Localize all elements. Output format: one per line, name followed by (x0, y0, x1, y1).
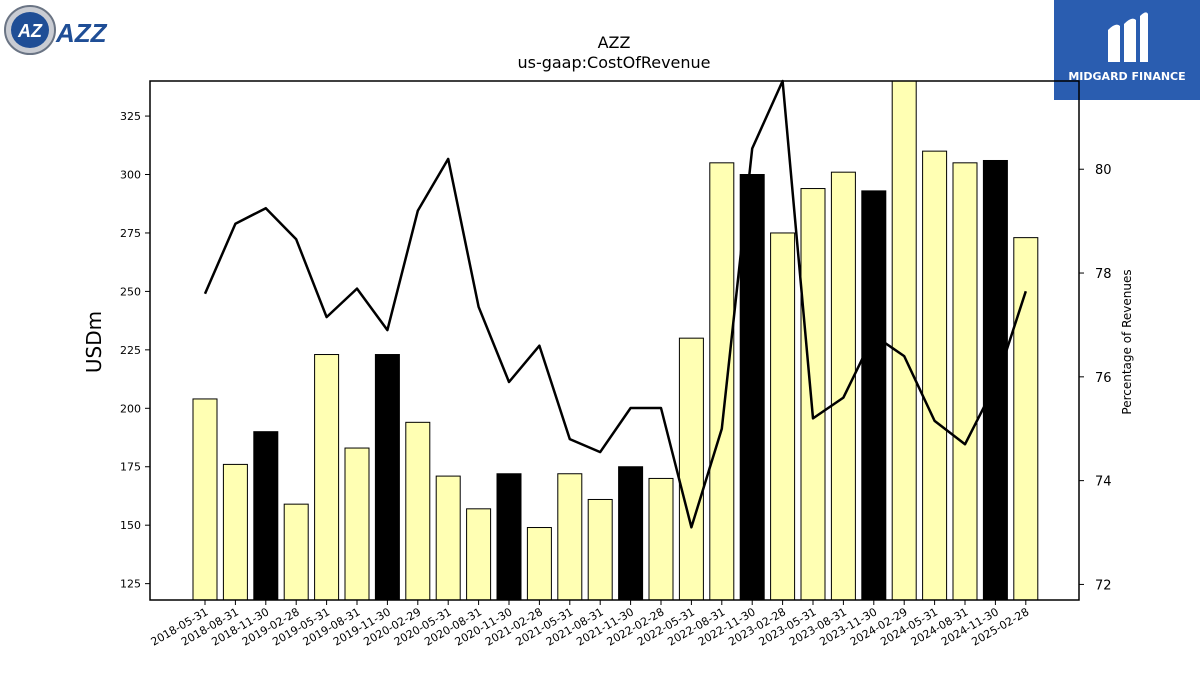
bar-2021-11-30 (618, 466, 644, 601)
bar-2024-08-31 (952, 162, 978, 601)
bar-2020-05-31 (435, 475, 461, 601)
bar-2021-05-31 (557, 473, 583, 601)
bar-2022-08-31 (709, 162, 735, 601)
bar-2020-08-31 (466, 508, 492, 601)
azz-logo: AZ AZZ (0, 0, 140, 62)
y-tick-label: 200 (120, 402, 141, 415)
x-axis-ticks: 2018-05-312018-08-312018-11-302019-02-28… (149, 600, 1031, 649)
bar-2019-05-31 (314, 354, 340, 601)
y2-axis-ticks: 72 74 76 78 80 (1079, 163, 1112, 593)
y-tick-label: 250 (120, 285, 141, 298)
y-tick-label: 225 (120, 344, 141, 357)
line-series (203, 79, 1027, 529)
bar-2019-08-31 (344, 447, 370, 601)
bar-2023-08-31 (830, 171, 856, 601)
bar-2022-02-28 (648, 477, 674, 601)
bar-2018-05-31 (192, 398, 218, 601)
bar-2020-11-30 (496, 473, 522, 601)
y-tick-label: 125 (120, 578, 141, 591)
bar-2018-11-30 (253, 431, 279, 601)
bar-2023-05-31 (800, 188, 826, 601)
azz-logo-text: AZZ (55, 18, 108, 48)
y2-tick-label: 80 (1095, 163, 1112, 178)
bar-2019-02-28 (283, 503, 309, 601)
bar-2022-05-31 (678, 337, 704, 601)
bar-2018-08-31 (222, 463, 248, 601)
midgard-logo-text: MIDGARD FINANCE (1068, 70, 1185, 83)
bar-2022-11-30 (739, 174, 765, 601)
y-axis-label: USDm (82, 311, 106, 373)
bar-2024-02-29 (891, 80, 917, 601)
y2-tick-label: 72 (1095, 578, 1112, 593)
bar-2024-11-30 (982, 159, 1008, 601)
bar-2023-02-28 (770, 232, 796, 601)
percentage-line (203, 79, 1027, 529)
y2-tick-label: 76 (1095, 371, 1112, 386)
bar-2021-08-31 (587, 498, 613, 601)
svg-text:AZ: AZ (17, 21, 43, 41)
bar-2020-02-29 (405, 421, 431, 601)
y2-axis-label: Percentage of Revenues (1120, 269, 1134, 414)
bar-2025-02-28 (1013, 237, 1039, 601)
y-tick-label: 150 (120, 519, 141, 532)
y2-tick-label: 74 (1095, 475, 1112, 490)
y-tick-label: 175 (120, 461, 141, 474)
bar-series (192, 80, 1039, 601)
y-axis-ticks: 125 150 175 200 225 250 275 300 325 (120, 110, 150, 591)
y-tick-label: 275 (120, 227, 141, 240)
bar-2024-05-31 (922, 150, 948, 601)
chart-title: AZZ (598, 33, 631, 52)
y2-tick-label: 78 (1095, 267, 1112, 282)
y-tick-label: 325 (120, 110, 141, 123)
plot-frame (149, 80, 1080, 601)
y-tick-label: 300 (120, 169, 141, 182)
bar-2021-02-28 (526, 527, 552, 601)
bar-2023-11-30 (861, 190, 887, 601)
chart-subtitle: us-gaap:CostOfRevenue (517, 53, 710, 72)
bar-2019-11-30 (374, 354, 400, 601)
